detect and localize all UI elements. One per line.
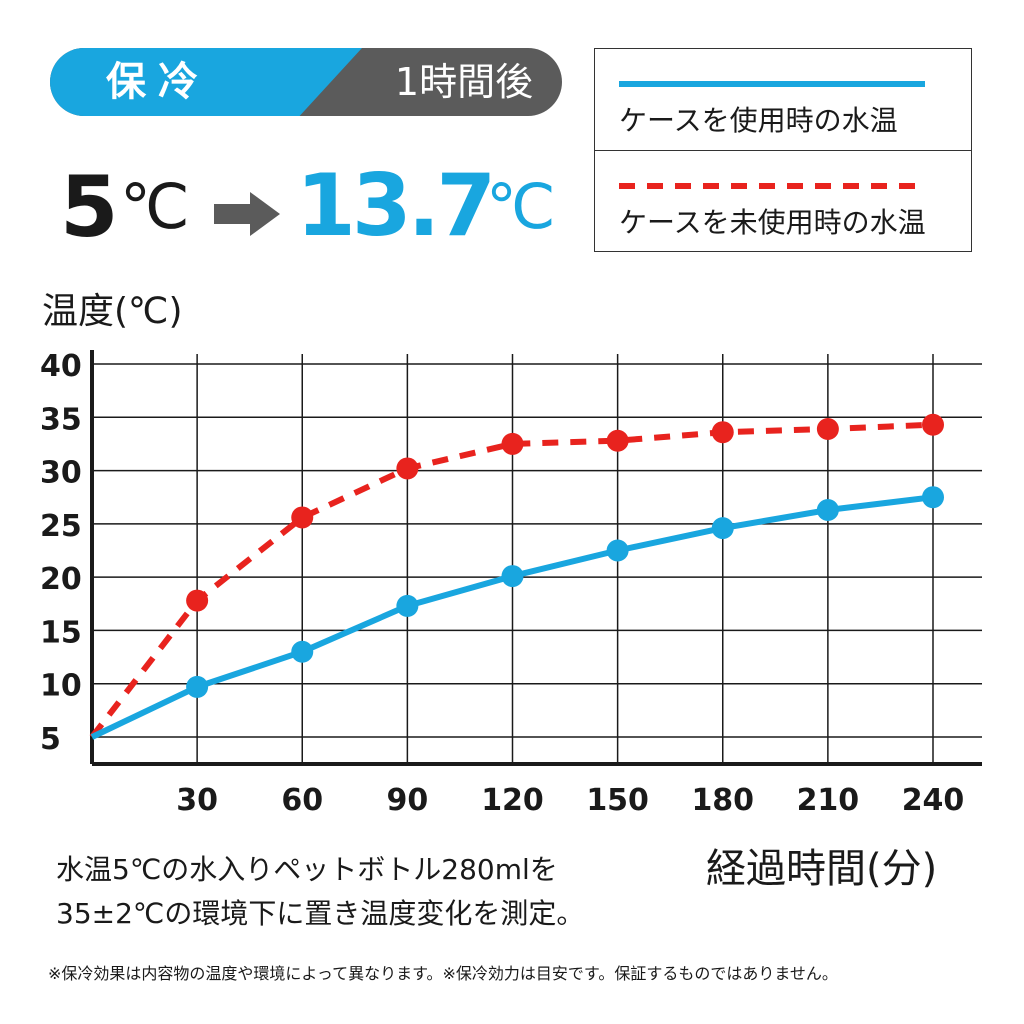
y-tick-label: 20 <box>40 562 82 597</box>
y-tick-label: 30 <box>40 456 82 491</box>
measurement-note-line1: 水温5℃の水入りペットボトル280mlを <box>56 853 558 886</box>
x-tick-label: 60 <box>281 783 323 818</box>
legend-swatch-solid <box>619 81 925 87</box>
data-point-with-case <box>922 486 944 509</box>
data-point-without-case <box>396 457 419 480</box>
data-point-with-case <box>606 539 629 562</box>
y-axis-title: 温度(℃) <box>42 291 183 332</box>
temp-from-value: 5 <box>60 158 118 256</box>
x-tick-label: 30 <box>176 783 218 818</box>
y-tick-label: 25 <box>40 509 82 544</box>
temperature-change: 5 ℃ 13.7 ℃ <box>60 150 580 260</box>
data-point-without-case <box>816 418 839 441</box>
chart-legend: ケースを使用時の水温 ケースを未使用時の水温 <box>594 48 972 252</box>
data-point-with-case <box>396 594 419 617</box>
arrow-right-icon <box>214 192 280 236</box>
badge-right-label: 1時間後 <box>394 60 534 104</box>
data-point-without-case <box>711 421 734 444</box>
data-point-without-case <box>922 413 944 436</box>
legend-label-without-case: ケースを未使用時の水温 <box>619 206 926 239</box>
legend-label-with-case: ケースを使用時の水温 <box>619 104 898 137</box>
temp-from-unit: ℃ <box>120 170 190 243</box>
data-point-without-case <box>606 429 629 452</box>
data-point-with-case <box>711 517 734 540</box>
data-point-without-case <box>186 589 209 612</box>
x-tick-label: 150 <box>586 783 649 818</box>
badge-blue-segment: 保冷 <box>50 48 362 116</box>
x-tick-label: 120 <box>481 783 544 818</box>
y-tick-label: 35 <box>40 402 82 437</box>
measurement-note-line2: 35±2℃の環境下に置き温度変化を測定。 <box>56 897 585 930</box>
legend-item-with-case: ケースを使用時の水温 <box>595 49 971 151</box>
data-point-without-case <box>291 506 314 529</box>
y-tick-label: 10 <box>40 669 82 704</box>
legend-swatch-dashed <box>619 183 925 189</box>
x-tick-label: 90 <box>387 783 429 818</box>
temp-to-value: 13.7 <box>296 156 496 256</box>
y-tick-label: 40 <box>40 349 82 384</box>
y-tick-label: 15 <box>40 615 82 650</box>
y-tick-label: 5 <box>40 722 61 757</box>
x-tick-label: 240 <box>902 783 965 818</box>
temp-to-unit: ℃ <box>486 170 556 243</box>
legend-item-without-case: ケースを未使用時の水温 <box>595 151 971 252</box>
data-point-with-case <box>186 675 209 698</box>
data-point-with-case <box>291 640 314 663</box>
data-point-with-case <box>501 565 524 588</box>
badge-left-label: 保冷 <box>106 59 210 105</box>
x-axis-title: 経過時間(分) <box>706 846 938 892</box>
x-tick-label: 210 <box>797 783 860 818</box>
x-tick-label: 180 <box>691 783 754 818</box>
data-point-with-case <box>816 499 839 522</box>
disclaimer-footnote: ※保冷効果は内容物の温度や環境によって異なります。※保冷効力は目安です。保証する… <box>48 964 838 983</box>
data-point-without-case <box>501 432 524 455</box>
cold-retention-badge: 保冷 1時間後 <box>50 48 562 116</box>
